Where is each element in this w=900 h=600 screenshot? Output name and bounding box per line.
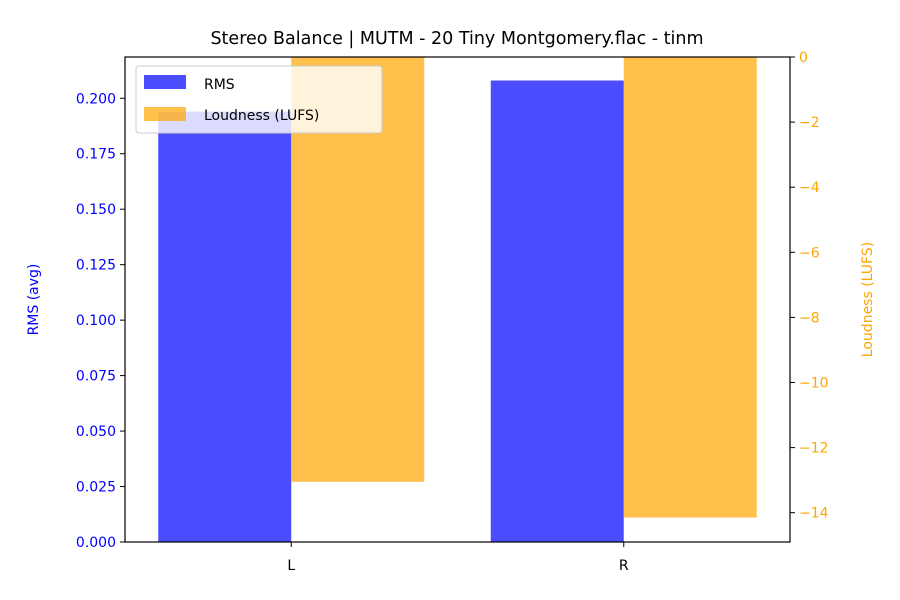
legend-swatch-rms — [144, 75, 186, 89]
right-tick-label: 0 — [799, 50, 808, 66]
right-axis: 0 −2 −4 −6 −8 −10 −12 −14 — [790, 50, 829, 522]
bar-rms-r — [490, 80, 624, 543]
right-tick-label: −14 — [799, 506, 829, 522]
legend: RMS Loudness (LUFS) — [135, 65, 383, 134]
right-axis-label: Loudness (LUFS) — [860, 242, 876, 357]
left-tick-label: 0.175 — [76, 147, 116, 163]
plot-frame — [124, 56, 791, 543]
right-tick-label: −8 — [799, 310, 820, 326]
bar-loudness-r — [623, 57, 757, 518]
left-tick-label: 0.125 — [76, 258, 116, 274]
bar-rms-l — [158, 111, 292, 543]
bars-layer — [158, 57, 757, 543]
right-tick-label: −10 — [799, 376, 829, 392]
right-tick-label: −4 — [799, 180, 820, 196]
legend-swatch-loudness — [144, 107, 186, 121]
legend-box — [135, 65, 383, 134]
chart-title: Stereo Balance | MUTM - 20 Tiny Montgome… — [210, 29, 703, 49]
right-tick-label: −2 — [799, 115, 820, 131]
right-tick-label: −12 — [799, 441, 829, 457]
x-tick-label-l: L — [287, 558, 295, 574]
left-axis: 0.000 0.025 0.050 0.075 0.100 0.125 0.150 0.175… — [76, 91, 125, 551]
legend-label-loudness: Loudness (LUFS) — [204, 108, 319, 124]
left-tick-label: 0.100 — [76, 313, 116, 329]
left-tick-label: 0.000 — [76, 535, 116, 551]
left-tick-label: 0.050 — [76, 424, 116, 440]
left-tick-label: 0.150 — [76, 202, 116, 218]
left-tick-label: 0.200 — [76, 91, 116, 107]
left-tick-label: 0.075 — [76, 369, 116, 385]
right-tick-label: −6 — [799, 245, 820, 261]
legend-label-rms: RMS — [204, 77, 235, 93]
x-tick-label-r: R — [619, 558, 629, 574]
left-axis-label: RMS (avg) — [26, 264, 42, 336]
left-tick-label: 0.025 — [76, 480, 116, 496]
